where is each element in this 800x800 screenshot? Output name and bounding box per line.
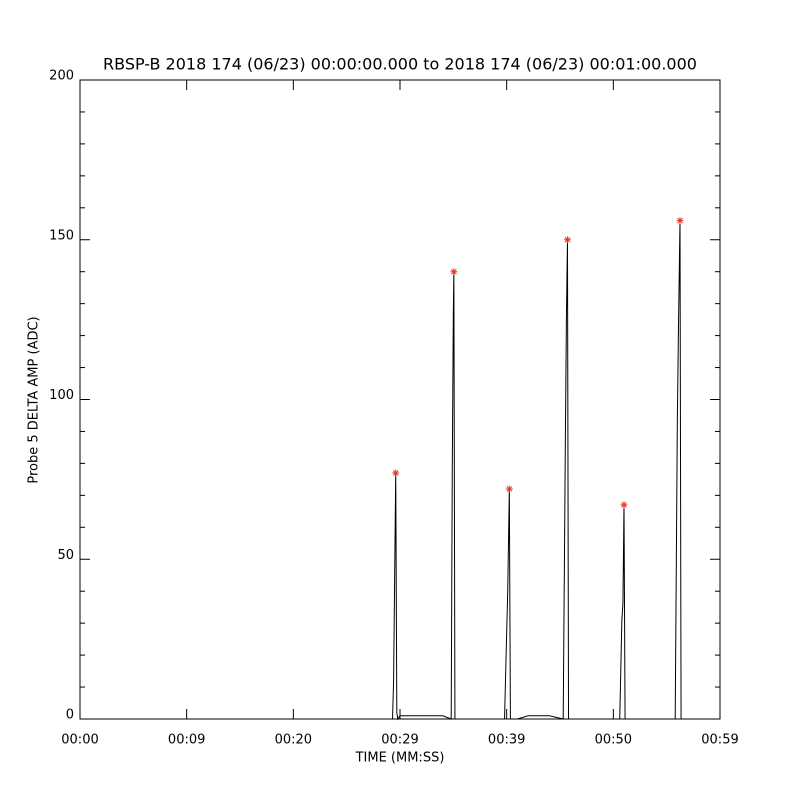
x-tick-label: 00:29 bbox=[381, 733, 418, 748]
y-tick-label: 0 bbox=[66, 708, 74, 723]
peak-marker bbox=[620, 501, 628, 509]
peak-marker bbox=[563, 236, 571, 244]
x-tick-label: 00:20 bbox=[275, 733, 312, 748]
x-axis-label: TIME (MM:SS) bbox=[355, 751, 445, 766]
x-tick-label: 00:00 bbox=[61, 733, 98, 748]
chart-title: RBSP-B 2018 174 (06/23) 00:00:00.000 to … bbox=[103, 55, 697, 74]
x-tick-label: 00:39 bbox=[488, 733, 525, 748]
y-tick-label: 200 bbox=[49, 69, 74, 84]
x-tick-label: 00:50 bbox=[595, 733, 632, 748]
peak-marker bbox=[450, 268, 458, 276]
data-line bbox=[80, 220, 720, 721]
x-tick-label: 00:09 bbox=[168, 733, 205, 748]
x-tick-label: 00:59 bbox=[701, 733, 738, 748]
y-tick-label: 150 bbox=[49, 228, 74, 243]
y-tick-label: 50 bbox=[57, 548, 74, 563]
peak-marker bbox=[676, 217, 684, 225]
peak-marker bbox=[505, 485, 513, 493]
y-axis-label: Probe 5 DELTA AMP (ADC) bbox=[27, 316, 42, 483]
plot-frame bbox=[79, 79, 721, 720]
peak-marker bbox=[392, 469, 400, 477]
y-tick-label: 100 bbox=[49, 388, 74, 403]
